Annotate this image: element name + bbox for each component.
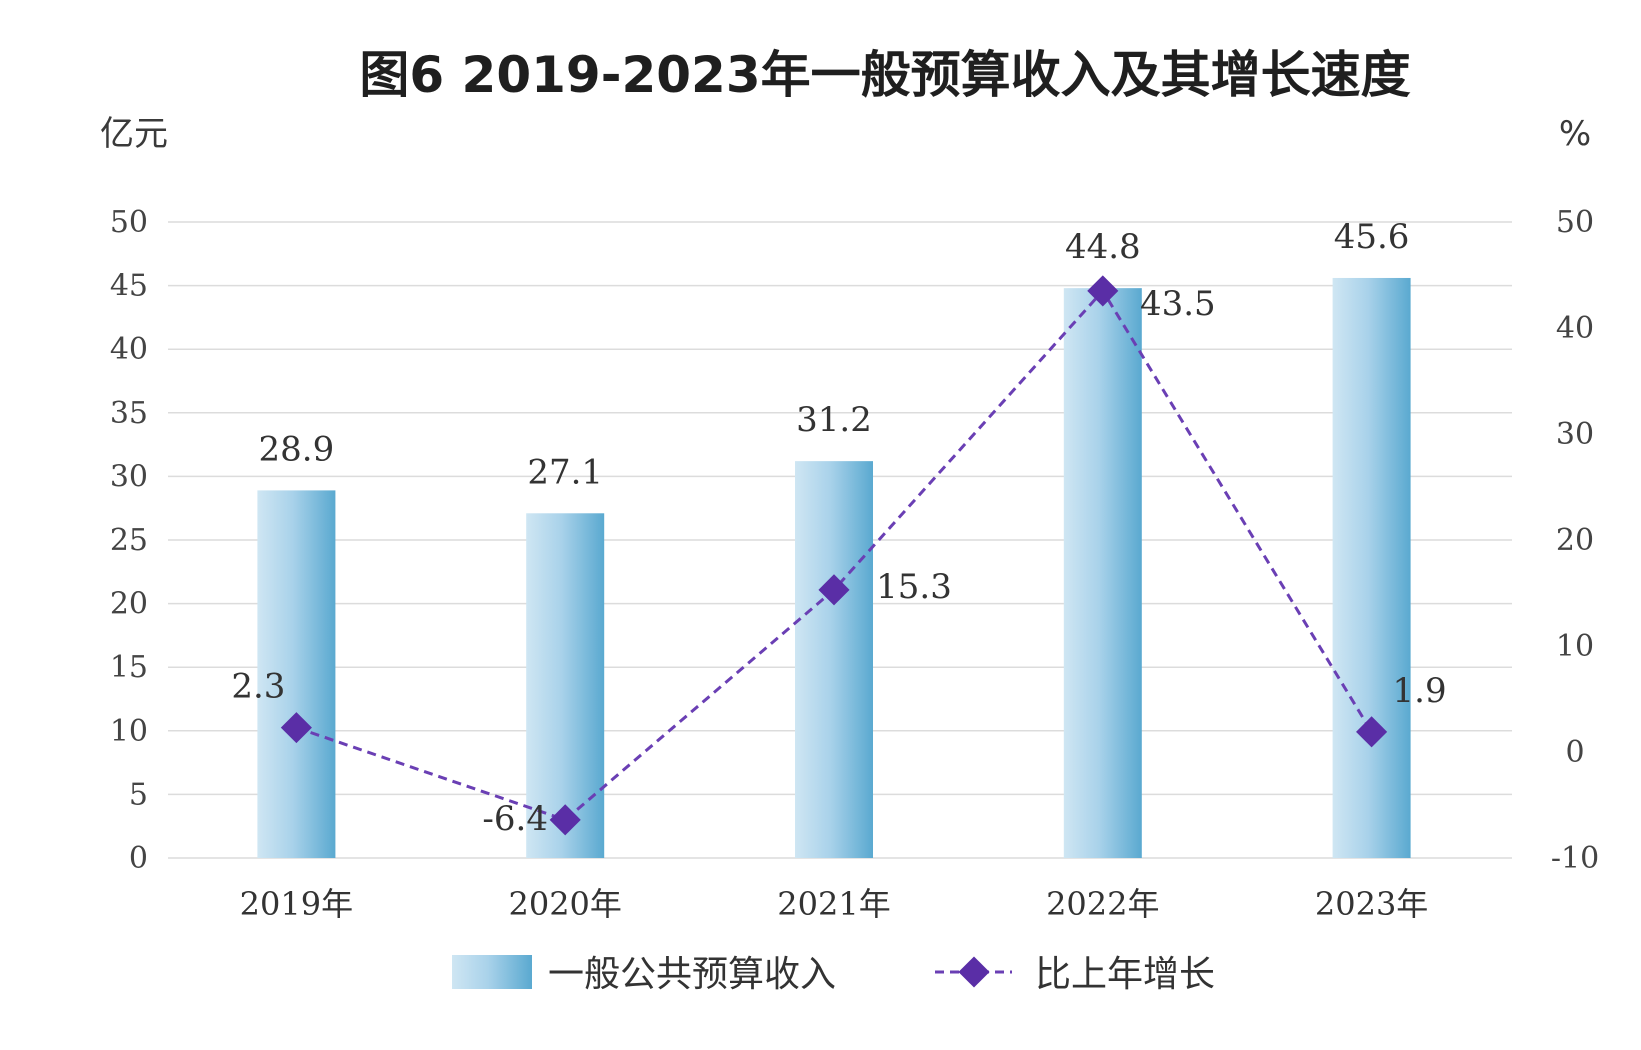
line-marker <box>1087 275 1119 307</box>
left-tick-label: 30 <box>110 459 148 494</box>
category-label: 2019年 <box>240 885 353 923</box>
right-axis-ticks: -10 0 10 20 30 40 50 <box>1551 205 1599 876</box>
legend-bar-label: 一般公共预算收入 <box>548 954 836 995</box>
left-tick-label: 45 <box>110 269 148 304</box>
legend-line-label: 比上年增长 <box>1035 954 1215 995</box>
legend-bar-swatch <box>452 955 532 989</box>
bar-series <box>257 277 1411 858</box>
line-marker <box>280 712 312 744</box>
left-tick-label: 35 <box>110 396 148 431</box>
right-tick-label: -10 <box>1551 841 1599 876</box>
left-tick-label: 5 <box>129 777 148 812</box>
bar-value-label: 28.9 <box>259 429 335 469</box>
bar-value-label: 27.1 <box>527 452 603 492</box>
right-tick-label: 50 <box>1556 205 1594 240</box>
bar <box>1332 277 1411 858</box>
bar <box>257 490 336 858</box>
left-axis-ticks: 0 5 10 15 20 25 30 35 40 45 50 <box>110 205 148 876</box>
bar-value-label: 44.8 <box>1065 227 1141 267</box>
chart-title: 图6 2019-2023年一般预算收入及其增长速度 <box>359 46 1410 104</box>
left-tick-label: 25 <box>110 523 148 558</box>
left-tick-label: 40 <box>110 332 148 367</box>
left-tick-label: 20 <box>110 587 148 622</box>
legend-line-marker <box>958 956 990 988</box>
bar <box>795 461 873 858</box>
category-labels: 2019年 2020年 2021年 2022年 2023年 <box>240 885 1429 923</box>
left-axis-unit: 亿元 <box>100 114 168 154</box>
category-label: 2020年 <box>508 885 621 923</box>
category-label: 2022年 <box>1046 885 1159 923</box>
line-value-label: -6.4 <box>482 799 548 839</box>
category-label: 2023年 <box>1315 885 1428 923</box>
line-value-label: 43.5 <box>1140 284 1216 324</box>
line-value-labels: 2.3 -6.4 15.3 43.5 1.9 <box>231 284 1446 839</box>
left-tick-label: 10 <box>110 714 148 749</box>
bar-value-label: 45.6 <box>1334 217 1410 257</box>
right-tick-label: 30 <box>1556 417 1594 452</box>
left-tick-label: 50 <box>110 205 148 240</box>
right-tick-label: 40 <box>1556 311 1594 346</box>
right-tick-label: 0 <box>1565 735 1584 770</box>
bar-value-labels: 28.9 27.1 31.2 44.8 45.6 <box>259 217 1410 492</box>
bar <box>526 513 605 858</box>
right-axis-unit: % <box>1559 114 1591 154</box>
bar <box>1063 288 1142 858</box>
line-value-label: 15.3 <box>876 567 952 607</box>
line-value-label: 2.3 <box>231 667 285 707</box>
line-value-label: 1.9 <box>1393 671 1447 711</box>
category-label: 2021年 <box>777 885 890 923</box>
legend: 一般公共预算收入 比上年增长 <box>452 954 1215 995</box>
right-tick-label: 10 <box>1556 629 1594 664</box>
left-tick-label: 15 <box>110 650 148 685</box>
left-tick-label: 0 <box>129 841 148 876</box>
right-tick-label: 20 <box>1556 523 1594 558</box>
bar-value-label: 31.2 <box>796 400 872 440</box>
